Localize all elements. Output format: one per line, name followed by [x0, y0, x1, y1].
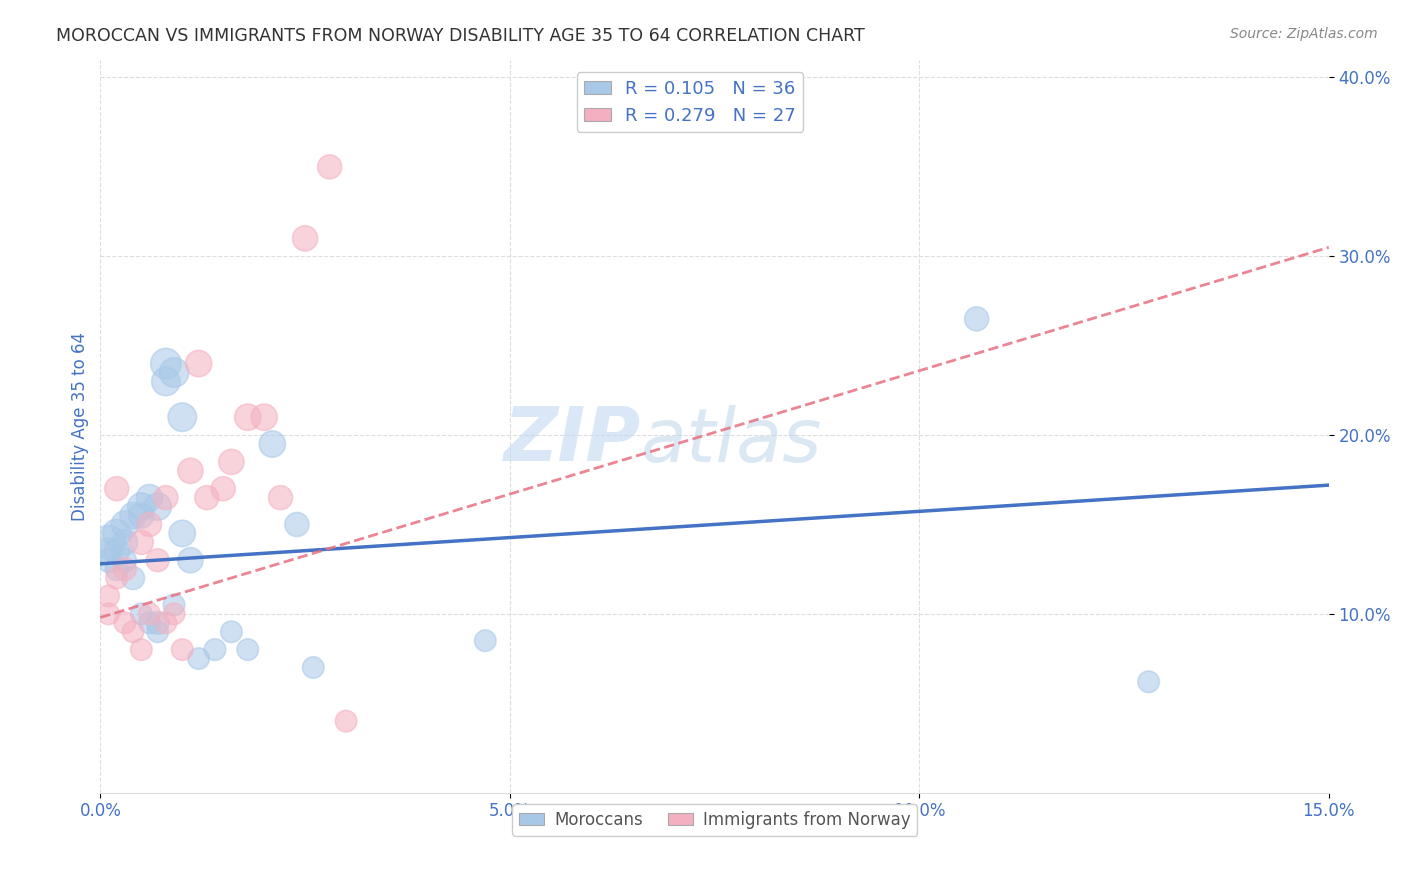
Point — [212, 482, 235, 496]
Point — [105, 526, 128, 541]
Point — [129, 500, 152, 514]
Point — [105, 562, 128, 576]
Point — [966, 311, 988, 326]
Point — [179, 553, 201, 567]
Point — [138, 491, 160, 505]
Point — [129, 508, 152, 523]
Point — [114, 535, 136, 549]
Point — [129, 642, 152, 657]
Point — [122, 508, 145, 523]
Point — [146, 615, 169, 630]
Point — [138, 607, 160, 621]
Point — [105, 571, 128, 585]
Point — [97, 553, 120, 567]
Point — [236, 410, 259, 425]
Point — [195, 491, 218, 505]
Point — [294, 231, 316, 245]
Text: ZIP: ZIP — [503, 404, 641, 477]
Text: MOROCCAN VS IMMIGRANTS FROM NORWAY DISABILITY AGE 35 TO 64 CORRELATION CHART: MOROCCAN VS IMMIGRANTS FROM NORWAY DISAB… — [56, 27, 865, 45]
Point — [172, 410, 194, 425]
Y-axis label: Disability Age 35 to 64: Disability Age 35 to 64 — [72, 332, 89, 521]
Point — [97, 589, 120, 603]
Point — [204, 642, 226, 657]
Point — [129, 535, 152, 549]
Point — [318, 160, 340, 174]
Point — [270, 491, 292, 505]
Point — [146, 624, 169, 639]
Point — [114, 615, 136, 630]
Point — [97, 544, 120, 558]
Point — [221, 624, 243, 639]
Legend: Moroccans, Immigrants from Norway: Moroccans, Immigrants from Norway — [512, 805, 917, 836]
Point — [163, 598, 186, 612]
Point — [129, 607, 152, 621]
Point — [335, 714, 357, 728]
Point — [155, 491, 177, 505]
Point — [163, 366, 186, 380]
Point — [105, 482, 128, 496]
Point — [146, 500, 169, 514]
Point — [179, 464, 201, 478]
Point — [187, 357, 209, 371]
Point — [172, 642, 194, 657]
Point — [285, 517, 308, 532]
Point — [146, 553, 169, 567]
Point — [114, 517, 136, 532]
Point — [155, 615, 177, 630]
Point — [138, 517, 160, 532]
Point — [155, 357, 177, 371]
Point — [122, 624, 145, 639]
Point — [262, 437, 284, 451]
Point — [97, 607, 120, 621]
Point — [187, 651, 209, 665]
Point — [236, 642, 259, 657]
Point — [114, 562, 136, 576]
Point — [474, 633, 496, 648]
Text: atlas: atlas — [641, 405, 823, 477]
Point — [221, 455, 243, 469]
Point — [172, 526, 194, 541]
Point — [302, 660, 325, 674]
Point — [122, 571, 145, 585]
Point — [138, 615, 160, 630]
Point — [114, 553, 136, 567]
Point — [253, 410, 276, 425]
Point — [105, 544, 128, 558]
Point — [163, 607, 186, 621]
Point — [1137, 674, 1160, 689]
Point — [97, 535, 120, 549]
Point — [155, 375, 177, 389]
Text: Source: ZipAtlas.com: Source: ZipAtlas.com — [1230, 27, 1378, 41]
